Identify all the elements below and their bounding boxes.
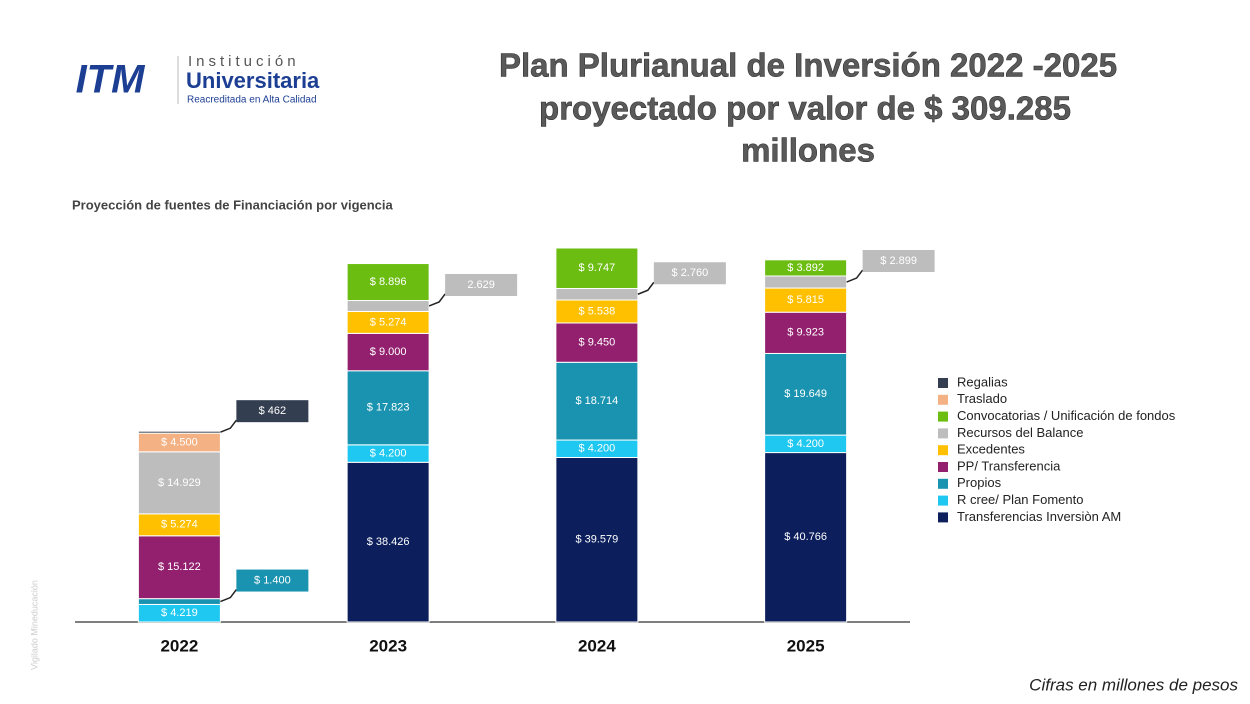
legend-swatch bbox=[938, 462, 948, 472]
legend-swatch bbox=[938, 478, 948, 489]
value-label: $ 8.896 bbox=[370, 276, 407, 288]
value-label: $ 4.219 bbox=[161, 607, 198, 619]
title-line: millones bbox=[741, 132, 875, 169]
value-label: $ 2.760 bbox=[672, 267, 709, 279]
callout-line bbox=[846, 269, 864, 283]
legend-label: Convocatorias / Unificación de fondos bbox=[957, 408, 1176, 423]
bar-segment bbox=[764, 311, 848, 354]
value-label: $ 9.747 bbox=[579, 262, 616, 274]
value-label: $ 5.815 bbox=[787, 294, 824, 306]
institution-line2: Universitaria bbox=[186, 68, 320, 93]
bar-segment bbox=[555, 247, 639, 290]
value-label: $ 5.274 bbox=[370, 316, 407, 328]
bar-segment bbox=[346, 370, 430, 446]
bar-segment bbox=[137, 535, 221, 600]
value-label: $ 4.200 bbox=[370, 447, 407, 459]
legend-label: Propios bbox=[957, 475, 1002, 490]
value-label: $ 14.929 bbox=[158, 477, 201, 489]
logo: ITM bbox=[76, 58, 147, 102]
bar-segment bbox=[137, 451, 221, 515]
bar-segment bbox=[764, 352, 848, 436]
x-tick-label: 2023 bbox=[369, 636, 407, 655]
x-tick-label: 2022 bbox=[160, 636, 198, 655]
bar-segment bbox=[555, 322, 639, 363]
value-label: $ 9.450 bbox=[579, 337, 616, 349]
callout-box bbox=[236, 569, 309, 592]
value-label: $ 462 bbox=[259, 405, 287, 417]
legend-label: R cree/ Plan Fomento bbox=[957, 492, 1083, 507]
legend-swatch bbox=[938, 445, 948, 456]
callout-box bbox=[445, 273, 518, 296]
watermark: Vigilado Mineducación bbox=[29, 580, 39, 670]
legend-label: Regalias bbox=[957, 374, 1008, 389]
institution-line1: Institución bbox=[188, 53, 300, 70]
callout-line bbox=[428, 293, 446, 307]
callout-line bbox=[220, 589, 237, 603]
value-label: $ 4.200 bbox=[579, 443, 616, 455]
callout-line bbox=[220, 419, 237, 433]
x-tick-label: 2025 bbox=[787, 636, 825, 655]
value-label: $ 1.400 bbox=[254, 574, 291, 586]
callout-box bbox=[653, 262, 726, 285]
value-label: $ 19.649 bbox=[784, 388, 827, 400]
legend-label: Traslado bbox=[957, 391, 1007, 406]
callout-box bbox=[236, 400, 309, 423]
bar-segment bbox=[346, 461, 430, 623]
value-label: $ 39.579 bbox=[575, 534, 618, 546]
value-label: $ 38.426 bbox=[367, 536, 410, 548]
bar-segment bbox=[346, 332, 430, 372]
legend-swatch bbox=[938, 495, 948, 506]
bar-segment bbox=[764, 287, 848, 313]
bar-segment bbox=[555, 288, 639, 301]
value-label: $ 18.714 bbox=[575, 395, 618, 407]
bar-segment bbox=[137, 598, 221, 605]
value-label: $ 9.000 bbox=[370, 346, 407, 358]
value-label: $ 2.899 bbox=[880, 255, 917, 267]
legend-label: PP/ Transferencia bbox=[957, 458, 1061, 473]
legend-label: Excedentes bbox=[957, 442, 1025, 457]
x-tick-label: 2024 bbox=[578, 636, 616, 655]
bar-segment bbox=[764, 452, 848, 623]
callout-box bbox=[862, 250, 935, 273]
value-label: $ 17.823 bbox=[367, 402, 410, 414]
bar-segment bbox=[764, 275, 848, 289]
note: Cifras en millones de pesos bbox=[1029, 675, 1238, 694]
bar-segment bbox=[555, 457, 639, 623]
value-label: $ 4.200 bbox=[787, 438, 824, 450]
bar-segment bbox=[764, 259, 848, 277]
title-line: proyectado por valor de $ 309.285 bbox=[539, 90, 1071, 127]
legend-label: Transferencias Inversiòn AM bbox=[957, 509, 1121, 524]
legend-swatch bbox=[938, 378, 948, 388]
subtitle: Proyección de fuentes de Financiación po… bbox=[72, 197, 394, 212]
legend-swatch bbox=[938, 512, 948, 523]
legend-swatch bbox=[938, 428, 948, 439]
value-label: $ 3.892 bbox=[787, 262, 824, 274]
bar-segment bbox=[137, 430, 221, 434]
legend-label: Recursos del Balance bbox=[957, 425, 1083, 440]
value-label: $ 15.122 bbox=[158, 561, 201, 573]
callout-line bbox=[637, 281, 655, 295]
value-label: $ 5.538 bbox=[579, 305, 616, 317]
legend-swatch bbox=[938, 411, 948, 422]
value-label: $ 5.274 bbox=[161, 519, 198, 531]
bar-segment bbox=[346, 263, 430, 302]
value-label: $ 4.500 bbox=[161, 436, 198, 448]
bar-segment bbox=[555, 361, 639, 441]
value-label: $ 40.766 bbox=[784, 531, 827, 543]
tagline: Reacreditada en Alta Calidad bbox=[187, 95, 317, 106]
value-label: 2.629 bbox=[467, 279, 495, 291]
legend-swatch bbox=[938, 394, 948, 405]
value-label: $ 9.923 bbox=[787, 327, 824, 339]
bar-segment bbox=[346, 300, 430, 312]
title-line: Plan Plurianual de Inversión 2022 -2025 bbox=[499, 47, 1117, 84]
